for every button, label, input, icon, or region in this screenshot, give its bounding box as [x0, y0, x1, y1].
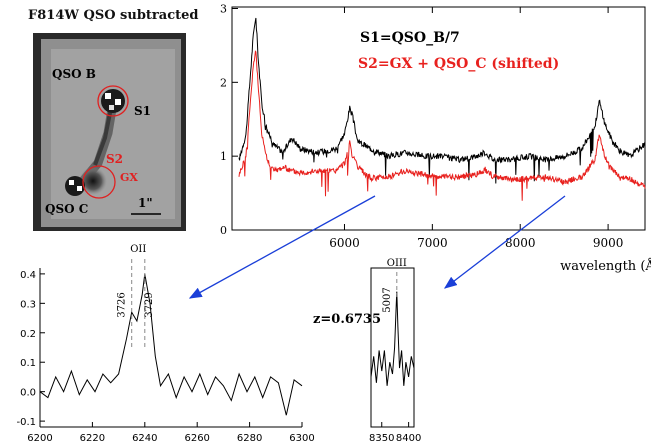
gx-blob: [79, 167, 107, 195]
redshift-label: z=0.6735: [313, 312, 382, 327]
spectrum-line-s2: [238, 50, 646, 201]
main-plot-frame: [231, 6, 646, 231]
main-xtick-label: 6000: [329, 236, 360, 250]
arrow-to-oii: [188, 195, 376, 299]
oii-ytick-label: 0.0: [20, 388, 36, 399]
oii-marker-label: 3729: [144, 292, 155, 317]
tidal-tail-core: [93, 107, 113, 166]
main-xtick-label: 9000: [593, 236, 624, 250]
oiii-xtick-label: 8400: [396, 433, 421, 444]
oii-ytick-label: 0.3: [20, 299, 36, 310]
label-qso-c: QSO C: [45, 202, 89, 216]
legend-s1: S1=QSO_B/7: [360, 30, 460, 46]
oiii-plot-frame: [370, 267, 415, 428]
label-qso-b: QSO B: [52, 67, 96, 81]
oii-marker-label: 3726: [117, 292, 128, 317]
spectrum-line-s1: [238, 17, 646, 184]
oii-ytick-label: 0.1: [20, 358, 36, 369]
label-s2: S2: [106, 152, 124, 166]
oii-title: OII: [130, 244, 146, 255]
label-gx: GX: [120, 171, 138, 184]
main-ytick-label: 1: [220, 150, 227, 163]
main-xtick-label: 8000: [505, 236, 536, 250]
main-xtick-label: 7000: [417, 236, 448, 250]
label-scale: 1": [138, 196, 153, 210]
s2-aperture-circle: [82, 165, 116, 199]
main-ytick-label: 2: [220, 76, 227, 89]
oii-spectrum-line: [39, 273, 303, 416]
oii-ytick-label: -0.1: [16, 417, 36, 428]
main-xlabel: wavelength (Å): [560, 258, 651, 274]
oii-xtick-label: 6280: [237, 433, 262, 444]
qso-b-residual: [115, 99, 121, 105]
oii-ytick-label: 0.2: [20, 329, 36, 340]
oii-xtick-label: 6200: [27, 433, 52, 444]
oii-ytick-label: 0.4: [20, 270, 36, 281]
oii-xtick-label: 6300: [289, 433, 314, 444]
oii-xtick-label: 6260: [184, 433, 209, 444]
arrow-to-oiii: [443, 195, 566, 289]
main-ytick-label: 3: [220, 2, 227, 15]
legend-s2: S2=GX + QSO_C (shifted): [358, 56, 559, 72]
oiii-spectrum-line: [370, 291, 415, 386]
oii-xtick-label: 6240: [132, 433, 157, 444]
s1-aperture-circle: [97, 85, 129, 117]
qso-b-residual: [109, 105, 114, 110]
qso-c-residual: [69, 180, 74, 185]
qso-b-residual: [105, 93, 111, 99]
main-ytick-label: 0: [220, 224, 227, 237]
oiii-title: OIII: [387, 258, 407, 269]
image-panel-title: F814W QSO subtracted: [28, 8, 199, 23]
qso-image-panel: [33, 33, 186, 231]
oiii-xtick-label: 8350: [369, 433, 394, 444]
label-s1: S1: [134, 104, 152, 118]
qso-c-residual: [77, 186, 82, 191]
oii-xtick-label: 6220: [80, 433, 105, 444]
qso-image-svg: [41, 39, 181, 227]
oiii-marker-label: 5007: [382, 287, 393, 312]
